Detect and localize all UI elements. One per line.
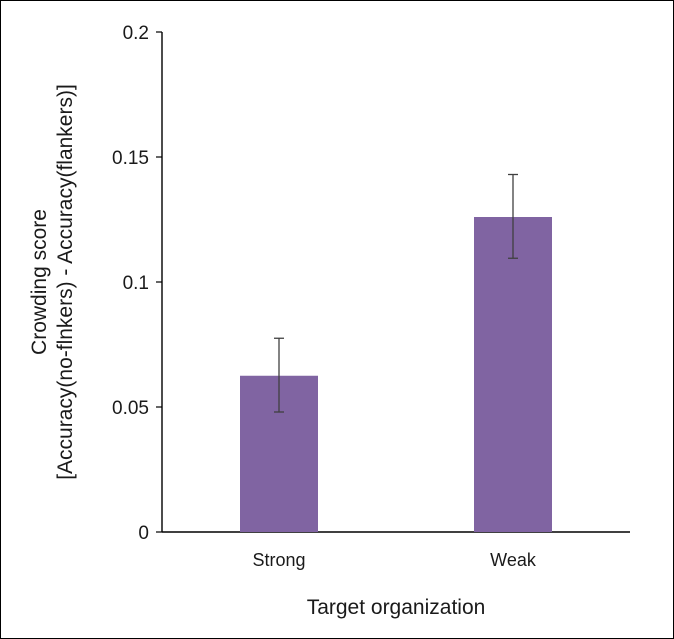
y-tick-label: 0 — [138, 523, 149, 544]
y-tick-group: 0 0.05 0.1 0.15 0.2 — [112, 23, 162, 544]
x-axis-title: Target organization — [307, 596, 486, 619]
y-tick-label: 0.05 — [112, 398, 149, 419]
y-tick-label: 0.1 — [123, 273, 149, 294]
y-axis-title-line2: [Accuracy(no-flnkers) - Accuracy(flanker… — [54, 84, 77, 480]
x-tick-group: Strong Weak — [252, 550, 536, 570]
bar-weak — [474, 217, 552, 532]
y-axis-title-group: Crowding score [Accuracy(no-flnkers) - A… — [28, 84, 77, 480]
y-tick-label: 0.2 — [123, 23, 149, 44]
errorbar-group — [274, 173, 518, 413]
y-axis-title-line1: Crowding score — [28, 209, 51, 355]
x-tick-label-strong: Strong — [252, 550, 305, 570]
bar-group — [240, 217, 552, 532]
y-tick-label: 0.15 — [112, 148, 149, 169]
x-tick-label-weak: Weak — [490, 550, 537, 570]
